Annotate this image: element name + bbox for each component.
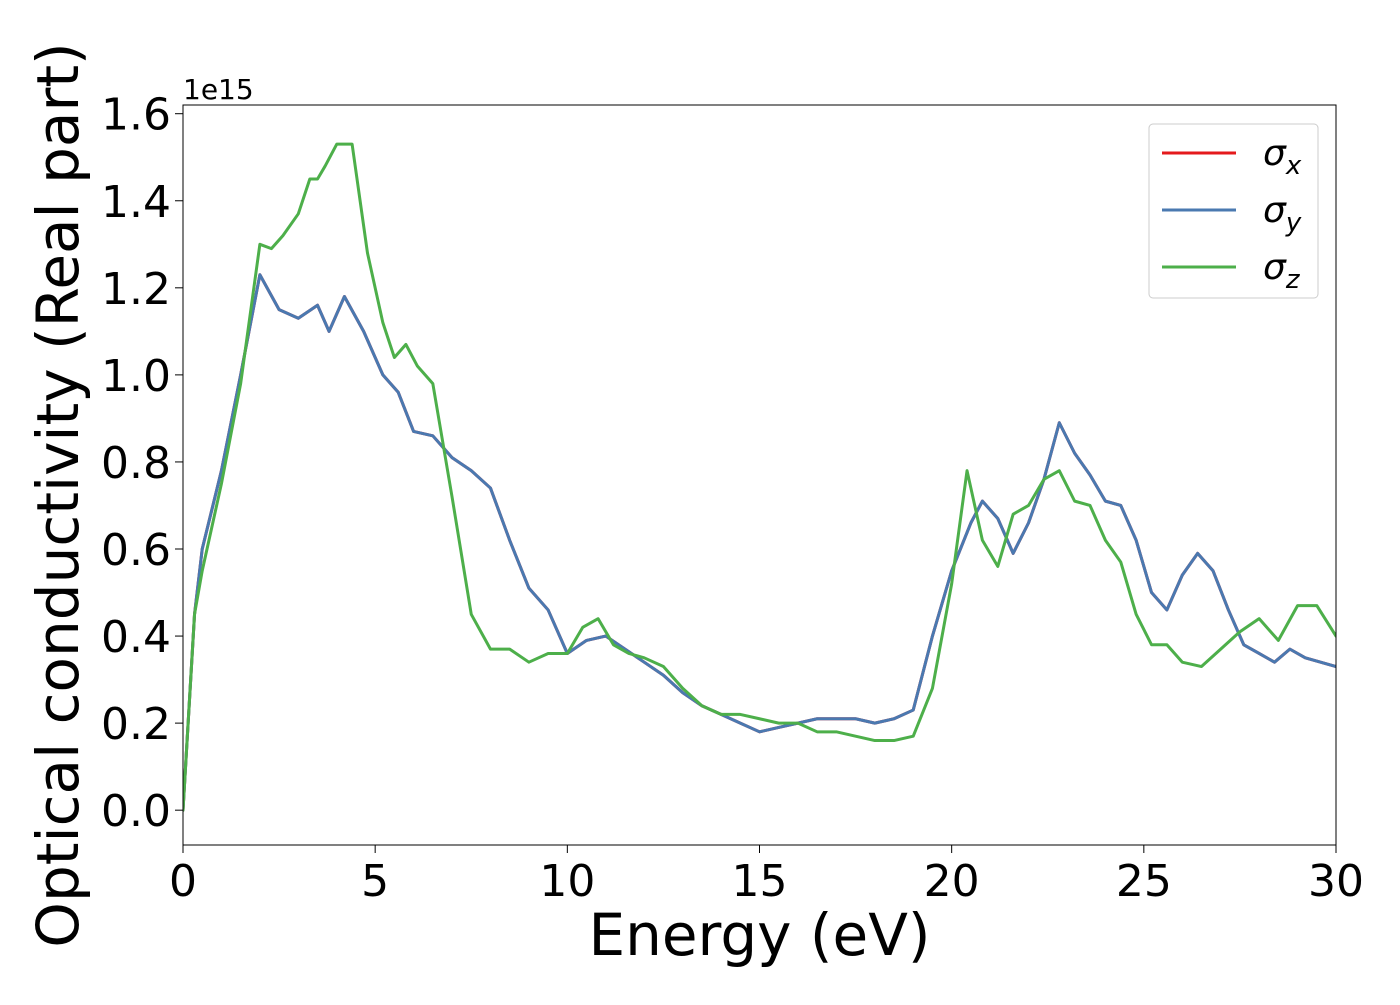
legend: σx σy σz — [1148, 123, 1319, 299]
series-line-x — [183, 273, 1336, 812]
x-tick-label: 15 — [732, 856, 788, 907]
x-axis-label: Energy (eV) — [588, 901, 930, 969]
y-tick-label: 0.8 — [101, 438, 171, 489]
y-tick-label: 1.2 — [101, 264, 171, 315]
x-tick-label: 0 — [169, 856, 197, 907]
y-axis-ticks: 0.0 0.2 0.4 0.6 0.8 1.0 1.2 1.4 1.6 — [101, 90, 183, 837]
x-tick-label: 5 — [361, 856, 389, 907]
series-line-y — [183, 273, 1336, 812]
y-tick-label: 0.6 — [101, 525, 171, 576]
x-tick-label: 20 — [924, 856, 980, 907]
y-tick-label: 1.6 — [101, 90, 171, 141]
x-tick-label: 10 — [539, 856, 595, 907]
lines-layer — [183, 142, 1336, 812]
legend-label-z: σz — [1263, 247, 1301, 295]
x-tick-label: 25 — [1116, 856, 1172, 907]
y-axis-label: Optical conductivity (Real part) — [24, 42, 92, 947]
x-axis-ticks: 0 5 10 15 20 25 30 — [169, 845, 1364, 907]
y-tick-label: 0.4 — [101, 612, 171, 663]
legend-label-y: σy — [1263, 190, 1302, 238]
series-line-z — [183, 142, 1336, 812]
y-tick-label: 1.0 — [101, 351, 171, 402]
y-axis-offset-label: 1e15 — [183, 73, 254, 106]
y-tick-label: 0.0 — [101, 786, 171, 837]
y-tick-label: 0.2 — [101, 699, 171, 750]
y-tick-label: 1.4 — [101, 177, 171, 228]
x-tick-label: 30 — [1308, 856, 1364, 907]
legend-label-x: σx — [1263, 133, 1302, 181]
